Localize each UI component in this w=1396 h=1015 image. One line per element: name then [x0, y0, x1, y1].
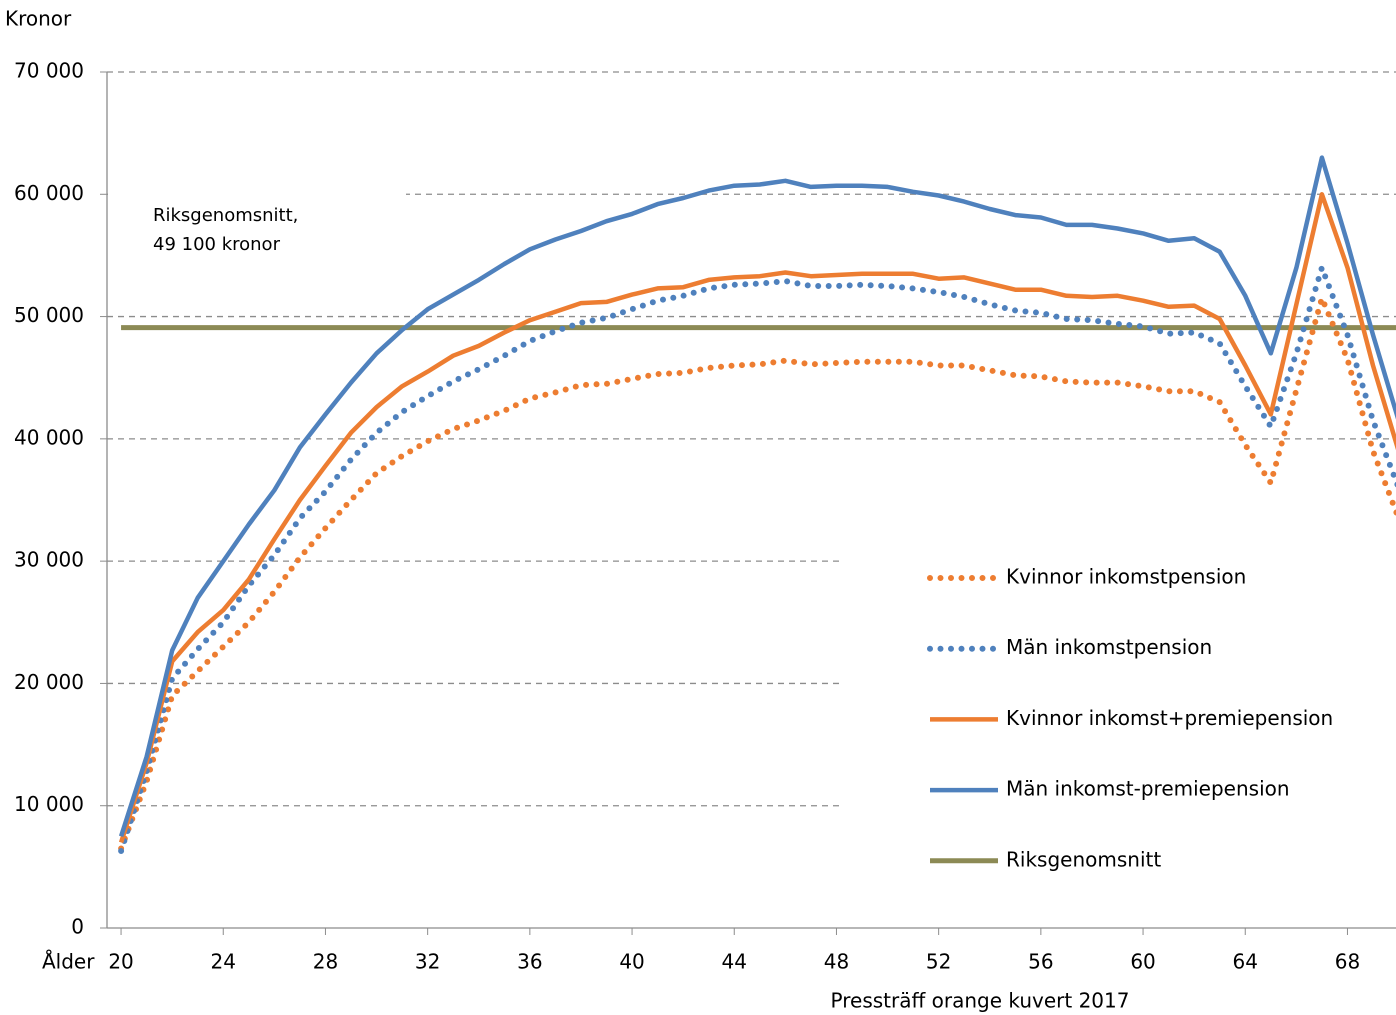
- legend-label: Män inkomst-premiepension: [1006, 777, 1290, 801]
- x-tick-label: 20: [108, 950, 133, 974]
- x-tick-label: 24: [211, 950, 236, 974]
- legend-label: Kvinnor inkomst+premiepension: [1006, 706, 1333, 730]
- y-tick-label: 70 000: [14, 59, 84, 83]
- legend-background: [843, 550, 1396, 880]
- legend-label: Riksgenomsnitt: [1006, 847, 1161, 871]
- y-tick-label: 20 000: [14, 670, 84, 694]
- x-axis-title: Ålder: [42, 950, 95, 974]
- series-line: [118, 155, 1396, 837]
- y-tick-label: 30 000: [14, 548, 84, 572]
- x-tick-label: 60: [1130, 950, 1155, 974]
- series-line: [118, 192, 1396, 844]
- annotation-background: [108, 185, 406, 205]
- y-axis-title: Kronor: [5, 7, 72, 31]
- annotation: Riksgenomsnitt,: [153, 205, 298, 226]
- y-tick-label: 60 000: [14, 181, 84, 205]
- legend-label: Kvinnor inkomstpension: [1006, 565, 1246, 589]
- series-line: [118, 289, 1396, 852]
- y-tick-label: 50 000: [14, 303, 84, 327]
- annotation: 49 100 kronor: [153, 234, 281, 255]
- y-tick-label: 40 000: [14, 425, 84, 449]
- x-tick-label: 48: [824, 950, 849, 974]
- plot-area: [118, 155, 1396, 854]
- legend-label: Män inkomstpension: [1006, 635, 1212, 659]
- x-tick-label: 64: [1233, 950, 1258, 974]
- footer: Pressträff orange kuvert 2017: [831, 989, 1130, 1013]
- x-tick-label: 68: [1335, 950, 1360, 974]
- y-tick-label: 10 000: [14, 792, 84, 816]
- x-tick-label: 32: [415, 950, 440, 974]
- x-tick-label: 40: [619, 950, 644, 974]
- x-tick-label: 56: [1028, 950, 1053, 974]
- y-tick-label: 0: [71, 915, 84, 939]
- x-tick-label: 52: [926, 950, 951, 974]
- x-tick-label: 36: [517, 950, 542, 974]
- x-tick-label: 44: [722, 950, 747, 974]
- x-tick-label: 28: [313, 950, 338, 974]
